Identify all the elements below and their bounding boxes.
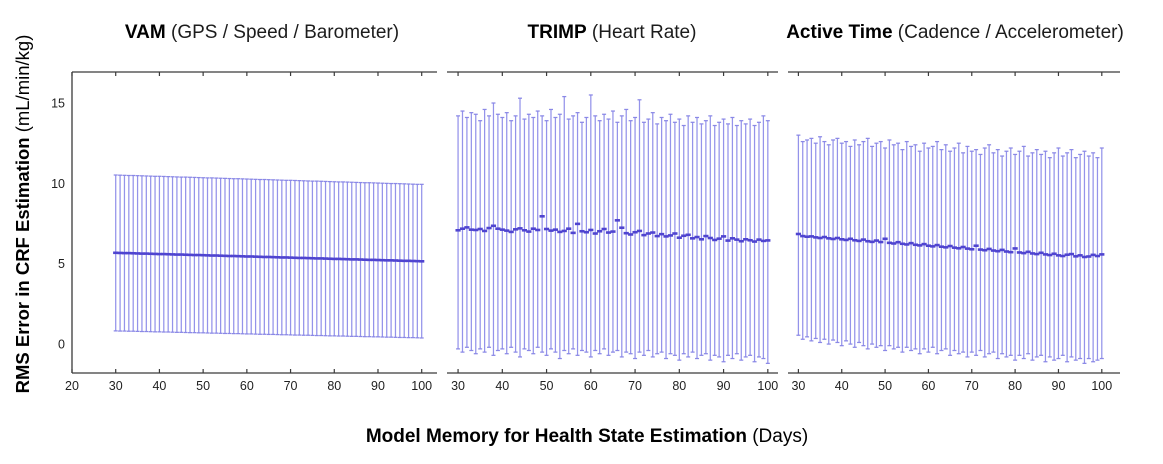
svg-text:15: 15 [51,97,65,111]
svg-text:80: 80 [1008,379,1022,393]
chart-title-active-time: Active Time (Cadence / Accelerometer) [786,22,1124,46]
svg-text:70: 70 [965,379,979,393]
chart-title-active-time-bold: Active Time [786,22,893,43]
svg-text:40: 40 [835,379,849,393]
chart-title-vam-rest: (GPS / Speed / Barometer) [165,22,400,43]
svg-text:30: 30 [109,379,123,393]
subplot-trimp-error-bars [455,94,771,364]
svg-text:90: 90 [717,379,731,393]
svg-text:30: 30 [791,379,805,393]
svg-text:70: 70 [284,379,298,393]
svg-text:40: 40 [152,379,166,393]
svg-text:50: 50 [878,379,892,393]
chart-title-trimp: TRIMP (Heart Rate) [528,22,697,46]
svg-text:100: 100 [411,379,432,393]
y-axis-label-bold: RMS Error in CRF Estimation [12,137,33,394]
svg-text:100: 100 [1091,379,1112,393]
svg-text:90: 90 [1052,379,1066,393]
subplot-trimp: 30 40 50 60 70 80 90 100 [447,71,778,393]
svg-text:20: 20 [65,379,79,393]
chart-title-trimp-bold: TRIMP [527,22,587,43]
chart-title-trimp-rest: (Heart Rate) [586,22,697,43]
svg-text:60: 60 [584,379,598,393]
subplot-active-time-error-bars [795,134,1105,364]
svg-text:50: 50 [540,379,554,393]
svg-text:10: 10 [51,177,65,191]
svg-text:60: 60 [240,379,254,393]
svg-text:0: 0 [58,338,65,352]
subplot-vam-error-bars [113,174,425,339]
x-axis-label: Model Memory for Health State Estimation… [366,426,808,448]
svg-text:40: 40 [495,379,509,393]
svg-text:5: 5 [58,257,65,271]
y-axis-label: RMS Error in CRF Estimation (mL/min/kg) [12,14,34,414]
svg-text:30: 30 [451,379,465,393]
subplot-active-time: 30 40 50 60 70 80 90 100 [788,71,1120,393]
y-axis-label-unit: (mL/min/kg) [12,34,33,138]
svg-text:60: 60 [921,379,935,393]
chart-title-vam: VAM (GPS / Speed / Barometer) [125,22,399,46]
svg-text:70: 70 [628,379,642,393]
x-axis-label-unit: (Days) [746,426,809,447]
svg-text:100: 100 [757,379,778,393]
svg-text:90: 90 [371,379,385,393]
x-axis-label-bold: Model Memory for Health State Estimation [365,426,747,447]
svg-text:50: 50 [196,379,210,393]
svg-text:80: 80 [672,379,686,393]
chart-title-vam-bold: VAM [124,22,166,43]
subplot-vam: 20 30 40 50 60 70 80 90 100 0 5 10 15 [51,71,437,393]
svg-text:80: 80 [327,379,341,393]
chart-title-active-time-rest: (Cadence / Accelerometer) [892,22,1124,43]
